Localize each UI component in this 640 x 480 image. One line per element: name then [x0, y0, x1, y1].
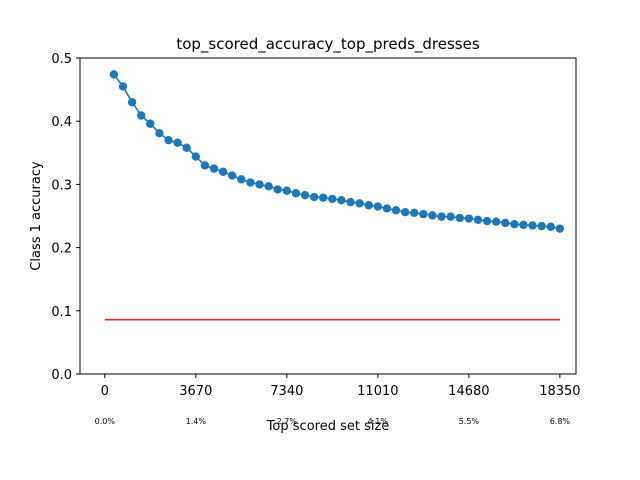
data-point — [182, 143, 191, 152]
data-point — [501, 218, 510, 228]
x-tick-label: 7340 — [270, 384, 303, 399]
x-tick-label: 0 — [101, 384, 109, 399]
data-point — [246, 178, 255, 187]
percent-label: 4.1% — [368, 417, 389, 426]
data-point — [546, 222, 555, 231]
data-point — [328, 194, 337, 204]
chart-title: top_scored_accuracy_top_preds_dresses — [176, 35, 480, 54]
percent-label: 0.0% — [95, 417, 116, 426]
data-point — [309, 192, 319, 202]
data-point — [410, 208, 419, 218]
data-point — [191, 152, 201, 161]
data-point — [300, 190, 310, 200]
y-tick-label: 0.1 — [51, 305, 72, 320]
x-tick-label: 11010 — [357, 384, 398, 399]
data-point — [528, 221, 537, 230]
percent-label: 1.4% — [186, 417, 207, 426]
data-point — [346, 197, 355, 207]
data-point — [482, 216, 492, 226]
x-axis-label: Top scored set size — [266, 419, 390, 434]
percent-label: 6.8% — [550, 417, 571, 426]
data-point — [228, 171, 237, 180]
data-point — [382, 204, 392, 213]
y-tick-label: 0.3 — [51, 178, 72, 193]
data-point — [391, 206, 401, 215]
plot-area — [104, 70, 565, 321]
data-point — [428, 211, 437, 220]
data-point — [218, 167, 228, 176]
data-point — [437, 212, 446, 221]
data-point — [146, 119, 155, 128]
data-point — [237, 175, 246, 184]
data-point — [355, 199, 364, 208]
percent-label: 5.5% — [459, 417, 480, 426]
data-point — [510, 220, 519, 229]
data-point — [519, 220, 528, 230]
data-point — [446, 212, 455, 221]
data-point — [118, 82, 128, 91]
data-point — [273, 185, 282, 194]
data-point — [373, 202, 383, 211]
data-point — [419, 209, 428, 219]
data-point — [400, 208, 410, 217]
data-point — [209, 164, 219, 173]
percent-label: 2.7% — [277, 417, 298, 426]
data-point — [109, 70, 119, 79]
plot-frame — [79, 57, 577, 375]
data-point — [337, 196, 346, 205]
data-point — [319, 193, 328, 202]
x-tick-label: 3670 — [179, 384, 212, 399]
data-point — [173, 138, 182, 147]
data-point — [555, 224, 565, 233]
y-tick-label: 0.2 — [51, 242, 72, 257]
data-point — [364, 201, 373, 210]
data-point — [491, 217, 501, 226]
y-axis-label: Class 1 accuracy — [29, 161, 44, 271]
y-tick-label: 0.5 — [51, 52, 72, 67]
data-point — [200, 161, 210, 170]
data-point — [473, 215, 483, 224]
data-point — [282, 186, 292, 195]
y-tick-label: 0.4 — [51, 115, 72, 130]
data-point — [137, 111, 146, 120]
x-tick-label: 18350 — [539, 384, 580, 399]
x-tick-label: 14680 — [448, 384, 489, 399]
y-tick-label: 0.0 — [51, 368, 72, 383]
data-point — [264, 182, 273, 191]
data-point — [164, 135, 173, 145]
data-point — [255, 180, 264, 189]
data-point — [127, 98, 137, 107]
data-point — [464, 214, 474, 223]
data-point — [455, 213, 464, 223]
data-point — [537, 221, 546, 231]
data-point — [291, 189, 301, 198]
data-point — [155, 129, 164, 138]
